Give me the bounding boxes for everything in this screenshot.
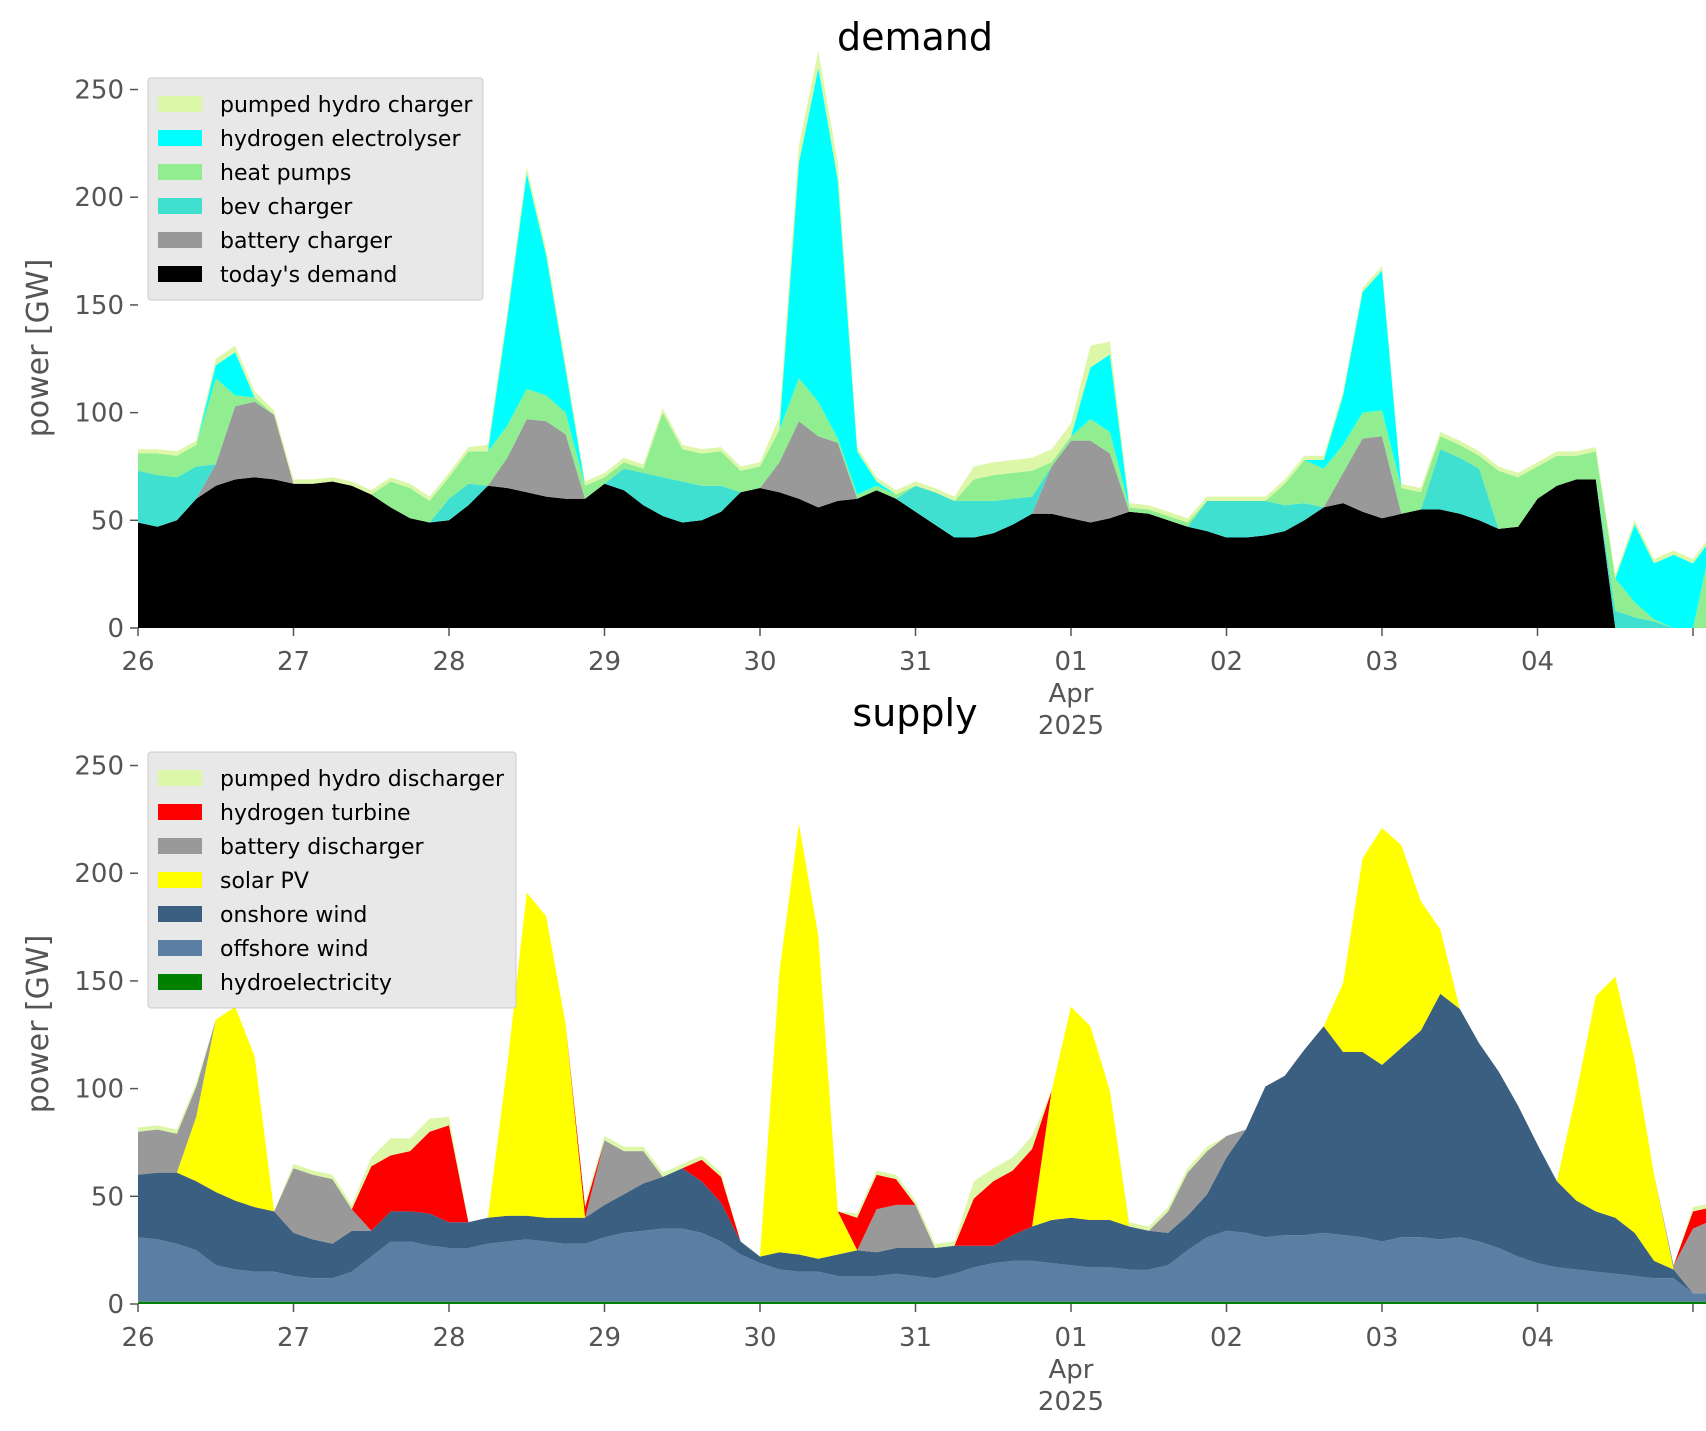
x-tick-label: 03 [1365,1323,1398,1353]
y-tick-label: 250 [74,76,124,106]
legend-label: offshore wind [220,937,369,962]
legend-swatch [158,130,202,146]
y-tick-label: 250 [74,752,124,782]
y-axis-label: power [GW] [21,259,56,438]
legend-swatch [158,940,202,956]
area-bev-charger [138,401,1706,628]
legend-label: pumped hydro charger [220,93,473,118]
y-tick-label: 0 [107,614,124,644]
area-battery-charger [138,401,1706,628]
x-tick-label: 30 [743,1323,776,1353]
area-solar-pv [138,823,1706,1294]
area-hydrogen-electrolyser [138,68,1706,628]
x-tick-label: 04 [1521,1323,1554,1353]
y-tick-label: 50 [91,506,124,536]
x-tick-label: 02 [1210,1323,1243,1353]
legend-swatch [158,164,202,180]
y-tick-label: 50 [91,1182,124,1212]
legend-label: hydroelectricity [220,971,392,996]
legend-swatch [158,266,202,282]
legend-swatch [158,838,202,854]
legend-label: solar PV [220,869,309,894]
x-tick-label: 27 [277,1323,310,1353]
legend-swatch [158,804,202,820]
y-tick-label: 200 [74,183,124,213]
x-tick-label: 2025 [1038,1387,1104,1417]
x-tick-label: 30 [743,647,776,677]
legend-swatch [158,974,202,990]
y-tick-label: 150 [74,967,124,997]
y-tick-label: 100 [74,399,124,429]
legend-label: battery discharger [220,835,425,860]
legend-swatch [158,232,202,248]
legend-swatch [158,198,202,214]
x-tick-label: 28 [432,647,465,677]
y-axis-label: power [GW] [21,935,56,1114]
x-tick-label: 26 [121,1323,154,1353]
x-tick-label: Apr [1049,679,1094,709]
legend-label: battery charger [220,229,393,254]
legend-label: hydrogen electrolyser [220,127,461,152]
legend-label: hydrogen turbine [220,801,411,826]
chart-title: demand [837,15,993,59]
legend-swatch [158,872,202,888]
legend-swatch [158,906,202,922]
x-tick-label: 27 [277,647,310,677]
x-tick-label: 26 [121,647,154,677]
x-tick-label: 03 [1365,647,1398,677]
legend-label: bev charger [220,195,353,220]
legend-swatch [158,96,202,112]
area-pumped-hydro-charger [138,50,1706,579]
x-tick-label: 31 [899,1323,932,1353]
legend-label: heat pumps [220,161,351,186]
legend-box [147,77,484,301]
legend-label: onshore wind [220,903,367,928]
x-tick-label: 29 [588,1323,621,1353]
x-tick-label: 2025 [1038,711,1104,741]
x-tick-label: 01 [1054,647,1087,677]
area-today-s-demand [138,477,1706,628]
legend-box [147,751,517,1009]
chart-title: supply [852,691,977,735]
legend-swatch [158,770,202,786]
x-tick-label: 28 [432,1323,465,1353]
legend-label: today's demand [220,263,397,288]
area-hydroelectricity [138,1301,1706,1304]
x-tick-label: 31 [899,647,932,677]
x-tick-label: 01 [1054,1323,1087,1353]
x-tick-label: 04 [1521,647,1554,677]
supply-chart: supply power [GW] 0 50 100 150 200 250 26 27 28 29 3… [21,691,1706,1417]
x-tick-label: Apr [1049,1355,1094,1385]
x-tick-label: 02 [1210,647,1243,677]
y-tick-label: 0 [107,1290,124,1320]
y-tick-label: 200 [74,859,124,889]
demand-chart: demand power [GW] 0 50 100 150 200 250 26 27 28 29 3… [21,15,1706,741]
y-tick-label: 150 [74,291,124,321]
area-onshore-wind [138,993,1706,1294]
area-offshore-wind [138,1228,1706,1302]
x-tick-label: 29 [588,647,621,677]
y-tick-label: 100 [74,1075,124,1105]
legend-label: pumped hydro discharger [220,767,505,792]
